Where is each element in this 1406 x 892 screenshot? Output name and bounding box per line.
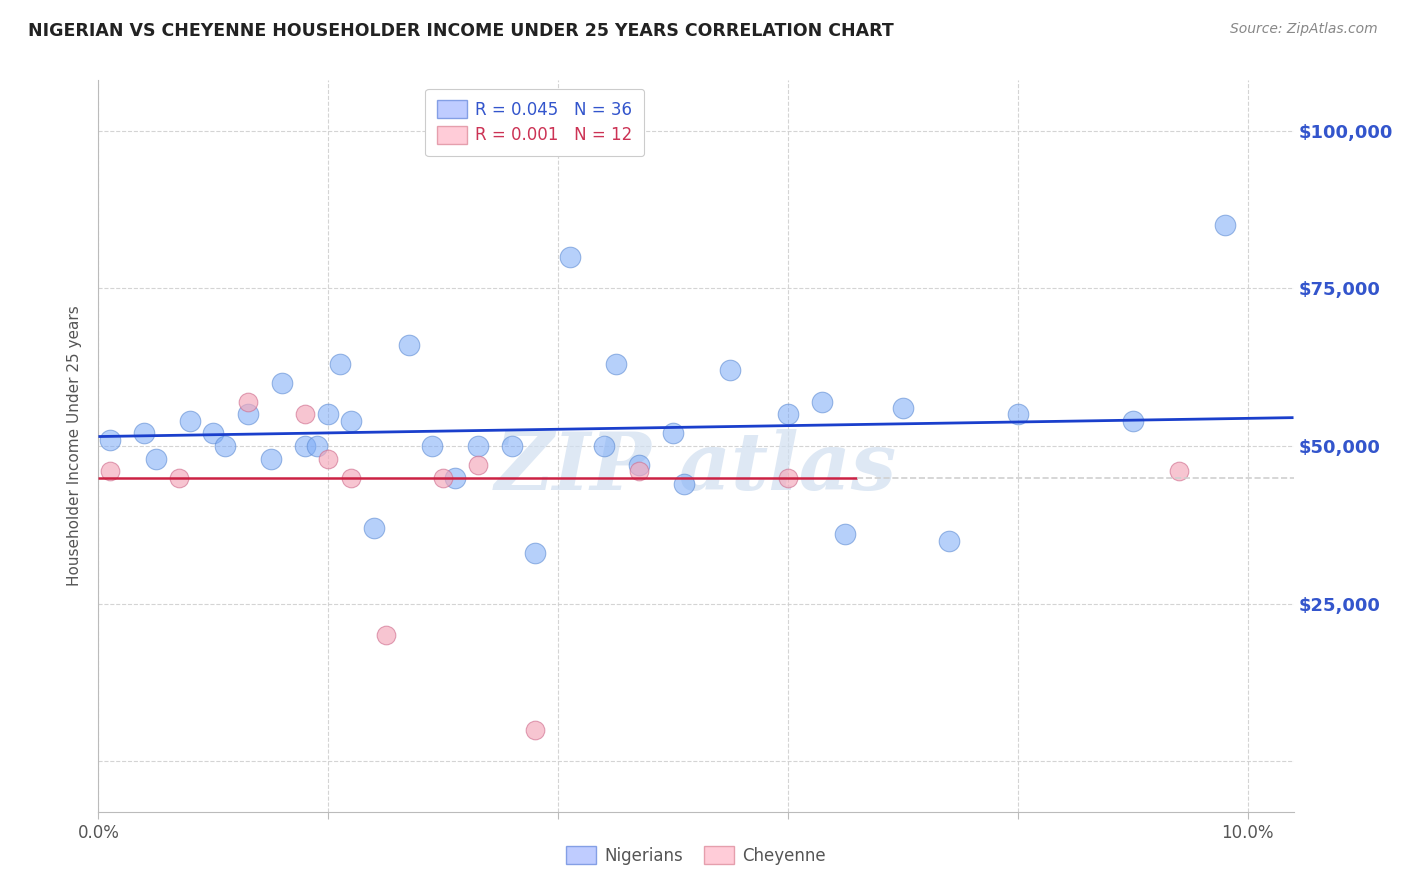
Point (1122, 414, 1144, 428)
Point (443, 470, 465, 484)
Point (776, 408, 799, 422)
Point (627, 458, 650, 472)
Point (938, 533, 960, 548)
Point (294, 439, 316, 453)
Point (811, 395, 834, 409)
Point (593, 439, 616, 453)
Point (524, 723, 547, 737)
Point (98, 433, 121, 447)
Point (501, 439, 523, 453)
Point (202, 426, 225, 441)
Text: ZIP atlas: ZIP atlas (495, 429, 897, 507)
Point (467, 439, 489, 453)
Point (662, 426, 685, 441)
Point (271, 376, 294, 390)
Point (316, 408, 339, 422)
Point (260, 451, 283, 466)
Text: NIGERIAN VS CHEYENNE HOUSEHOLDER INCOME UNDER 25 YEARS CORRELATION CHART: NIGERIAN VS CHEYENNE HOUSEHOLDER INCOME … (28, 22, 894, 40)
Point (1007, 408, 1029, 422)
Point (179, 414, 201, 428)
Point (294, 408, 316, 422)
Point (467, 458, 489, 472)
Point (834, 527, 856, 541)
Point (605, 357, 627, 371)
Point (432, 470, 454, 484)
Point (329, 357, 352, 371)
Point (98, 464, 121, 478)
Point (145, 451, 167, 466)
Point (214, 439, 236, 453)
Point (627, 464, 650, 478)
Point (398, 338, 420, 352)
Point (1167, 464, 1189, 478)
Point (524, 546, 547, 560)
Y-axis label: Householder Income Under 25 years: Householder Income Under 25 years (67, 306, 83, 586)
Point (374, 628, 396, 642)
Point (167, 470, 190, 484)
Point (776, 470, 799, 484)
Point (1213, 219, 1236, 233)
Legend: Nigerians, Cheyenne: Nigerians, Cheyenne (555, 835, 837, 877)
Point (340, 470, 363, 484)
Point (134, 426, 156, 441)
Point (305, 439, 328, 453)
Point (340, 414, 363, 428)
Point (236, 395, 259, 409)
Point (316, 451, 339, 466)
Point (420, 439, 443, 453)
Point (720, 363, 742, 377)
Point (891, 401, 914, 416)
Text: Source: ZipAtlas.com: Source: ZipAtlas.com (1230, 22, 1378, 37)
Point (673, 476, 696, 491)
Point (558, 250, 581, 264)
Point (236, 408, 259, 422)
Point (363, 521, 385, 535)
